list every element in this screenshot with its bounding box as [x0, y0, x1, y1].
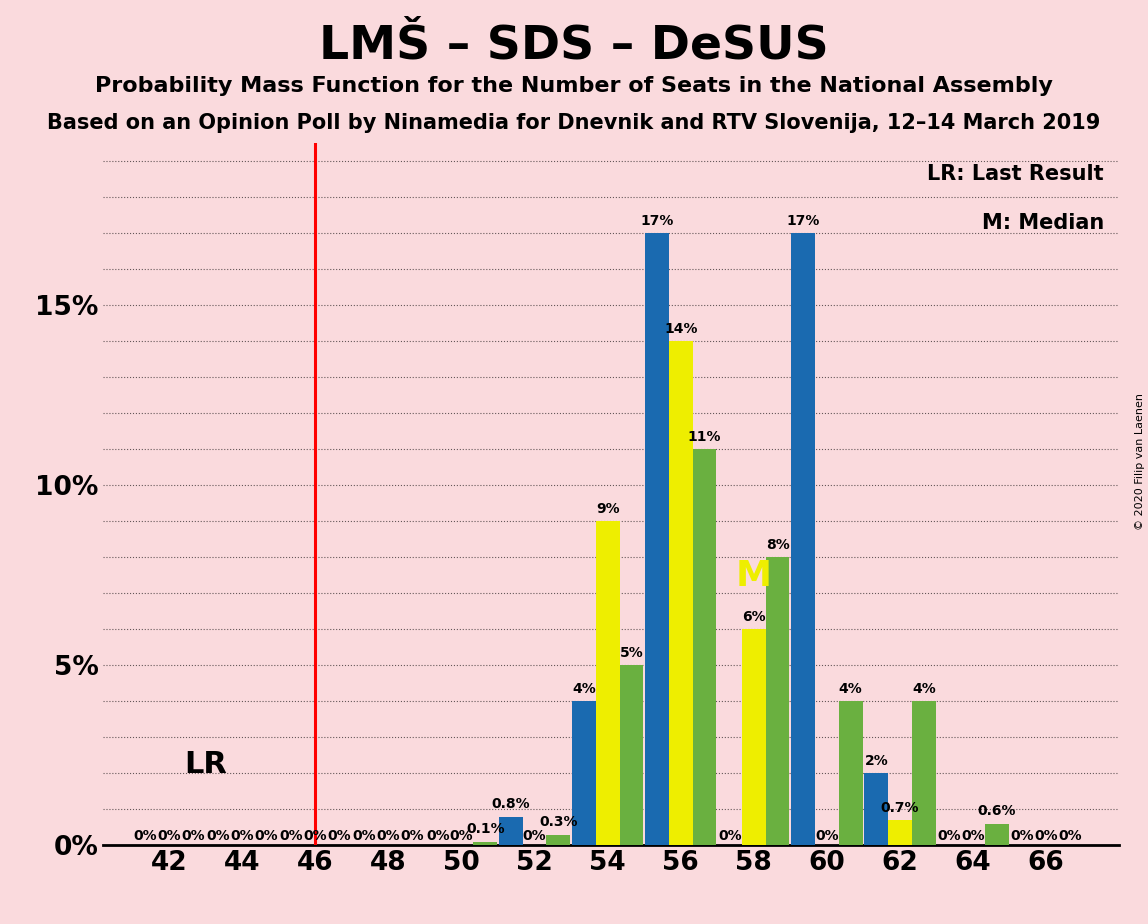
Text: 0.1%: 0.1% — [466, 822, 504, 836]
Text: 0.6%: 0.6% — [978, 805, 1016, 819]
Text: Based on an Opinion Poll by Ninamedia for Dnevnik and RTV Slovenija, 12–14 March: Based on an Opinion Poll by Ninamedia fo… — [47, 113, 1101, 133]
Text: 6%: 6% — [742, 610, 766, 624]
Text: 0%: 0% — [303, 829, 327, 843]
Text: 8%: 8% — [766, 538, 790, 552]
Text: 0%: 0% — [938, 829, 961, 843]
Text: 14%: 14% — [664, 322, 698, 336]
Text: 17%: 17% — [786, 213, 820, 228]
Bar — [499, 817, 522, 845]
Text: 0%: 0% — [157, 829, 181, 843]
Bar — [645, 233, 669, 845]
Bar — [839, 701, 862, 845]
Text: 0.8%: 0.8% — [491, 797, 530, 811]
Text: 0%: 0% — [401, 829, 424, 843]
Text: 0%: 0% — [352, 829, 377, 843]
Text: 11%: 11% — [688, 430, 721, 444]
Text: 0%: 0% — [254, 829, 278, 843]
Bar — [889, 821, 912, 845]
Text: 9%: 9% — [596, 502, 620, 516]
Text: 5%: 5% — [620, 646, 643, 660]
Text: © 2020 Filip van Laenen: © 2020 Filip van Laenen — [1135, 394, 1145, 530]
Text: 4%: 4% — [839, 682, 862, 696]
Text: LR: LR — [184, 750, 227, 780]
Text: 0%: 0% — [1034, 829, 1058, 843]
Text: 0%: 0% — [280, 829, 303, 843]
Text: 4%: 4% — [572, 682, 596, 696]
Text: M: Median: M: Median — [982, 213, 1104, 234]
Text: 0%: 0% — [815, 829, 839, 843]
Text: 0%: 0% — [426, 829, 450, 843]
Text: 0.3%: 0.3% — [540, 815, 577, 829]
Text: 0%: 0% — [377, 829, 401, 843]
Bar — [669, 341, 692, 845]
Text: 0%: 0% — [719, 829, 742, 843]
Text: 0%: 0% — [327, 829, 351, 843]
Text: 0%: 0% — [450, 829, 473, 843]
Text: 0%: 0% — [133, 829, 157, 843]
Text: 17%: 17% — [641, 213, 674, 228]
Bar — [473, 842, 497, 845]
Text: 0%: 0% — [231, 829, 254, 843]
Text: 4%: 4% — [912, 682, 936, 696]
Bar — [742, 629, 766, 845]
Bar — [985, 824, 1009, 845]
Text: 0%: 0% — [181, 829, 204, 843]
Bar — [546, 834, 571, 845]
Bar — [791, 233, 815, 845]
Text: 0%: 0% — [961, 829, 985, 843]
Text: 0%: 0% — [1010, 829, 1034, 843]
Text: 0%: 0% — [1058, 829, 1081, 843]
Bar — [620, 665, 643, 845]
Bar — [572, 701, 596, 845]
Text: 0.7%: 0.7% — [881, 801, 920, 815]
Text: 0%: 0% — [207, 829, 231, 843]
Text: 0%: 0% — [522, 829, 546, 843]
Text: LR: Last Result: LR: Last Result — [928, 164, 1104, 184]
Text: M: M — [736, 559, 771, 593]
Text: LMŠ – SDS – DeSUS: LMŠ – SDS – DeSUS — [319, 23, 829, 68]
Bar — [912, 701, 936, 845]
Text: 2%: 2% — [864, 754, 889, 768]
Bar — [692, 449, 716, 845]
Bar — [864, 773, 889, 845]
Bar — [596, 521, 620, 845]
Bar — [766, 557, 790, 845]
Text: Probability Mass Function for the Number of Seats in the National Assembly: Probability Mass Function for the Number… — [95, 76, 1053, 96]
